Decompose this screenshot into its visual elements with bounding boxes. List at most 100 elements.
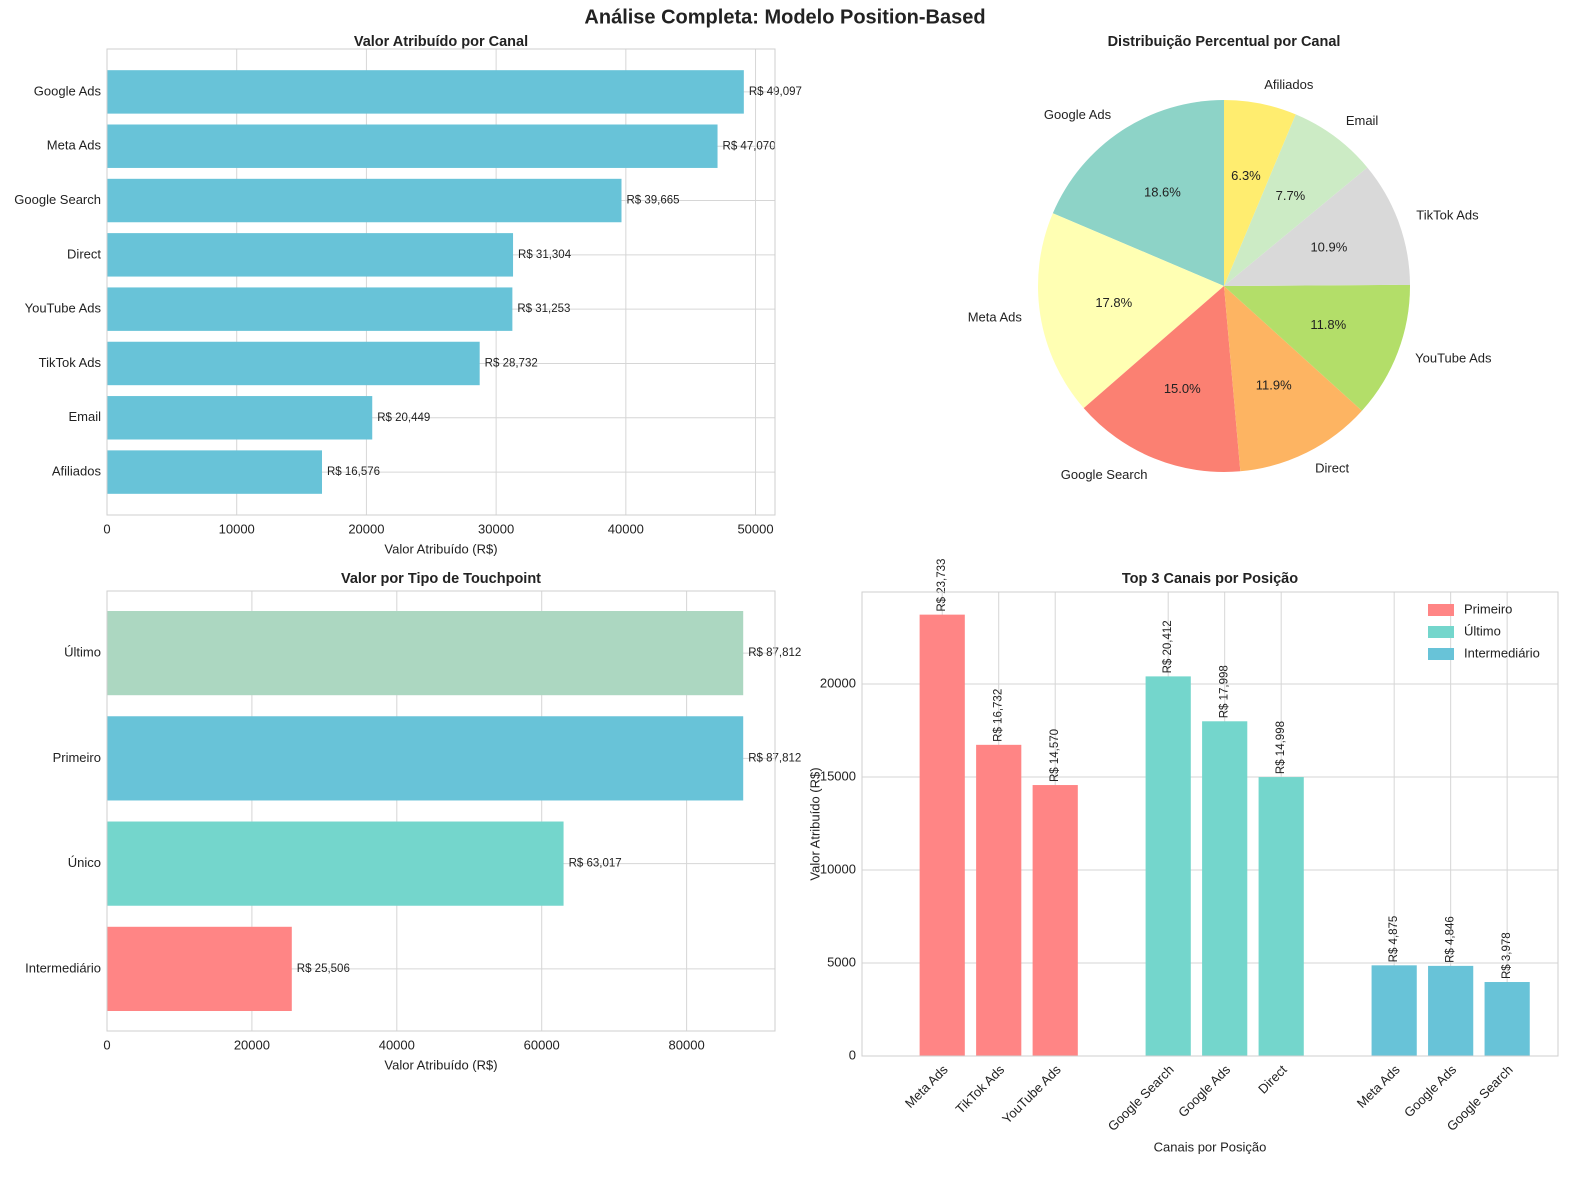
pie-slice	[1224, 286, 1362, 472]
slice-percent: 7.7%	[1276, 188, 1306, 203]
slice-label: Afiliados	[1264, 77, 1314, 92]
y-tick-label: TikTok Ads	[39, 355, 102, 370]
x-tick-label: 40000	[379, 1037, 415, 1052]
slice-percent: 11.9%	[1256, 377, 1292, 392]
value-label: R$ 31,304	[518, 249, 572, 261]
x-axis-label: Canais por Posição	[1154, 1139, 1267, 1154]
legend-swatch	[1428, 604, 1454, 616]
x-tick-label: Google Search	[1105, 1062, 1177, 1134]
slice-percent: 15.0%	[1164, 381, 1201, 396]
figure-title: Análise Completa: Modelo Position-Based	[584, 6, 985, 28]
y-tick-label: YouTube Ads	[25, 301, 102, 316]
y-tick-label: 0	[849, 1047, 856, 1062]
slice-label: Meta Ads	[968, 309, 1023, 324]
axes-frame	[106, 590, 776, 1032]
bar	[107, 178, 622, 223]
legend-swatch	[1428, 626, 1454, 638]
value-label: R$ 31,253	[517, 303, 570, 315]
y-axis-label: Valor Atribuído (R$)	[807, 767, 822, 880]
y-tick-label: Meta Ads	[47, 138, 102, 153]
chart-title: Top 3 Canais por Posição	[1122, 571, 1298, 587]
value-label: R$ 4,846	[1445, 916, 1457, 963]
slice-label: Direct	[1315, 461, 1349, 476]
bar	[919, 614, 965, 1056]
bar	[1145, 676, 1191, 1056]
bar	[1032, 785, 1078, 1056]
axes-frame	[106, 48, 776, 516]
bar	[107, 341, 480, 386]
value-label: R$ 39,665	[626, 195, 679, 207]
y-tick-label: 15000	[820, 768, 856, 783]
bar	[107, 396, 373, 440]
bar	[107, 821, 564, 906]
value-label: R$ 23,733	[936, 559, 948, 612]
y-tick-label: Único	[68, 855, 101, 870]
value-label: R$ 63,017	[569, 858, 622, 870]
legend-swatch	[1428, 648, 1454, 660]
x-tick-label: 30000	[478, 521, 514, 536]
slice-percent: 6.3%	[1231, 168, 1261, 183]
value-label: R$ 20,412	[1162, 620, 1174, 673]
legend-label: Primeiro	[1464, 601, 1512, 616]
pie-slice	[1224, 167, 1410, 286]
value-label: R$ 20,449	[377, 412, 430, 424]
bar	[107, 716, 744, 801]
slice-label: TikTok Ads	[1416, 208, 1479, 223]
slice-percent: 17.8%	[1095, 295, 1132, 310]
chart-title: Valor por Tipo de Touchpoint	[341, 571, 541, 587]
slice-percent: 11.8%	[1310, 317, 1346, 332]
pie-slice	[1224, 114, 1368, 286]
bar	[1428, 965, 1474, 1056]
x-tick-label: Meta Ads	[902, 1062, 951, 1111]
value-label: R$ 47,070	[723, 140, 776, 152]
legend-label: Intermediário	[1464, 645, 1540, 660]
bar	[107, 124, 718, 168]
bar	[107, 233, 514, 277]
x-tick-label: 50000	[737, 521, 773, 536]
chart-title: Valor Atribuído por Canal	[354, 34, 528, 50]
x-tick-label: Direct	[1255, 1062, 1290, 1097]
bar	[107, 70, 744, 114]
x-tick-label: Google Ads	[1401, 1062, 1459, 1120]
value-label: R$ 3,978	[1501, 932, 1513, 979]
y-tick-label: Afiliados	[52, 464, 102, 479]
chart-title: Distribuição Percentual por Canal	[1108, 34, 1341, 50]
slice-percent: 10.9%	[1310, 239, 1347, 254]
x-tick-label: Meta Ads	[1354, 1062, 1403, 1111]
bar	[1202, 721, 1248, 1056]
bar	[976, 744, 1022, 1056]
slice-label: Google Search	[1061, 467, 1148, 482]
x-tick-label: 20000	[234, 1037, 270, 1052]
y-tick-label: 10000	[820, 861, 856, 876]
value-label: R$ 17,998	[1219, 665, 1231, 718]
pie-slice	[1224, 284, 1410, 411]
x-tick-label: 10000	[219, 521, 255, 536]
y-tick-label: Google Search	[14, 192, 101, 207]
x-tick-label: 80000	[669, 1037, 705, 1052]
value-label: R$ 4,875	[1388, 916, 1400, 963]
y-tick-label: Direct	[67, 246, 101, 261]
value-label: R$ 16,576	[327, 466, 380, 478]
pie-slice	[1224, 100, 1296, 286]
y-tick-label: Primeiro	[53, 750, 101, 765]
bar	[1371, 965, 1417, 1056]
axes-frame	[861, 591, 1559, 1057]
slice-label: Email	[1346, 113, 1379, 128]
y-tick-label: Último	[64, 645, 101, 660]
bar	[1258, 777, 1304, 1056]
bar	[1484, 982, 1530, 1056]
slice-percent: 18.6%	[1144, 184, 1181, 199]
y-tick-label: 20000	[820, 675, 856, 690]
y-tick-label: Email	[68, 409, 101, 424]
x-tick-label: 0	[103, 1037, 110, 1052]
legend-label: Último	[1464, 623, 1501, 638]
pie-slice	[1083, 286, 1241, 472]
x-tick-label: TikTok Ads	[953, 1062, 1008, 1117]
x-axis-label: Valor Atribuído (R$)	[384, 1057, 497, 1072]
value-label: R$ 14,570	[1049, 729, 1061, 782]
y-tick-label: Intermediário	[25, 960, 101, 975]
value-label: R$ 16,732	[993, 689, 1005, 742]
bar	[107, 287, 513, 331]
